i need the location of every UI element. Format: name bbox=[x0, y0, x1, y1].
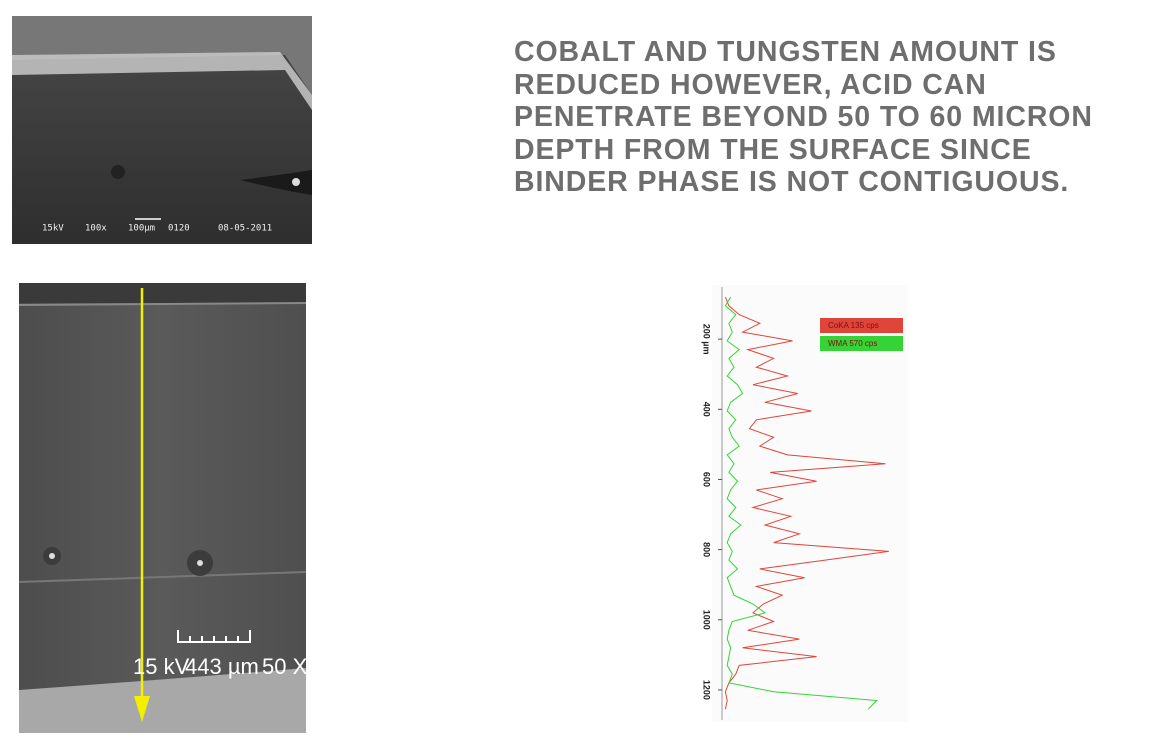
sem-label: 15 kV bbox=[133, 654, 190, 679]
sem-label: 50 X bbox=[262, 654, 308, 679]
legend-label: WMA 570 cps bbox=[828, 339, 877, 348]
legend-label: CoKA 135 cps bbox=[828, 321, 879, 330]
y-tick-label: 1000 bbox=[702, 610, 712, 630]
sem-image-top: 15kV 100x 100µm 0120 08-05-2011 bbox=[12, 16, 312, 244]
y-tick-label: 400 bbox=[702, 402, 712, 417]
heading-line: COBALT AND TUNGSTEN AMOUNT IS bbox=[514, 36, 1057, 68]
legend-swatch bbox=[820, 336, 903, 351]
sem-label: 15kV bbox=[42, 224, 64, 234]
series-line bbox=[724, 296, 889, 710]
legend-swatch bbox=[820, 318, 903, 333]
sem-label: 100µm bbox=[128, 224, 155, 234]
sem-label: 443 µm bbox=[185, 654, 259, 679]
heading: COBALT AND TUNGSTEN AMOUNT IS REDUCED HO… bbox=[514, 36, 1093, 199]
y-tick-label: 200 µm bbox=[702, 324, 712, 355]
line-scan-chart: 200 µm 400 600 800 1000 1200 CoKA 135 cps WMA 5… bbox=[702, 285, 907, 722]
heading-line: BINDER PHASE IS NOT CONTIGUOUS. bbox=[514, 166, 1070, 198]
series-line bbox=[724, 296, 878, 710]
y-tick-label: 800 bbox=[702, 542, 712, 557]
sem-label: 08-05-2011 bbox=[218, 224, 272, 234]
sem-label: 0120 bbox=[168, 224, 190, 234]
heading-line: DEPTH FROM THE SURFACE SINCE bbox=[514, 133, 1032, 166]
y-tick-label: 1200 bbox=[702, 680, 712, 700]
sem-label: 100x bbox=[85, 224, 107, 234]
y-tick-label: 600 bbox=[702, 472, 712, 487]
heading-line: REDUCED HOWEVER, ACID CAN bbox=[514, 68, 987, 101]
sem-image-bottom: 15 kV 443 µm 50 X bbox=[18, 283, 308, 733]
heading-line: PENETRATE BEYOND 50 TO 60 MICRON bbox=[514, 101, 1093, 133]
